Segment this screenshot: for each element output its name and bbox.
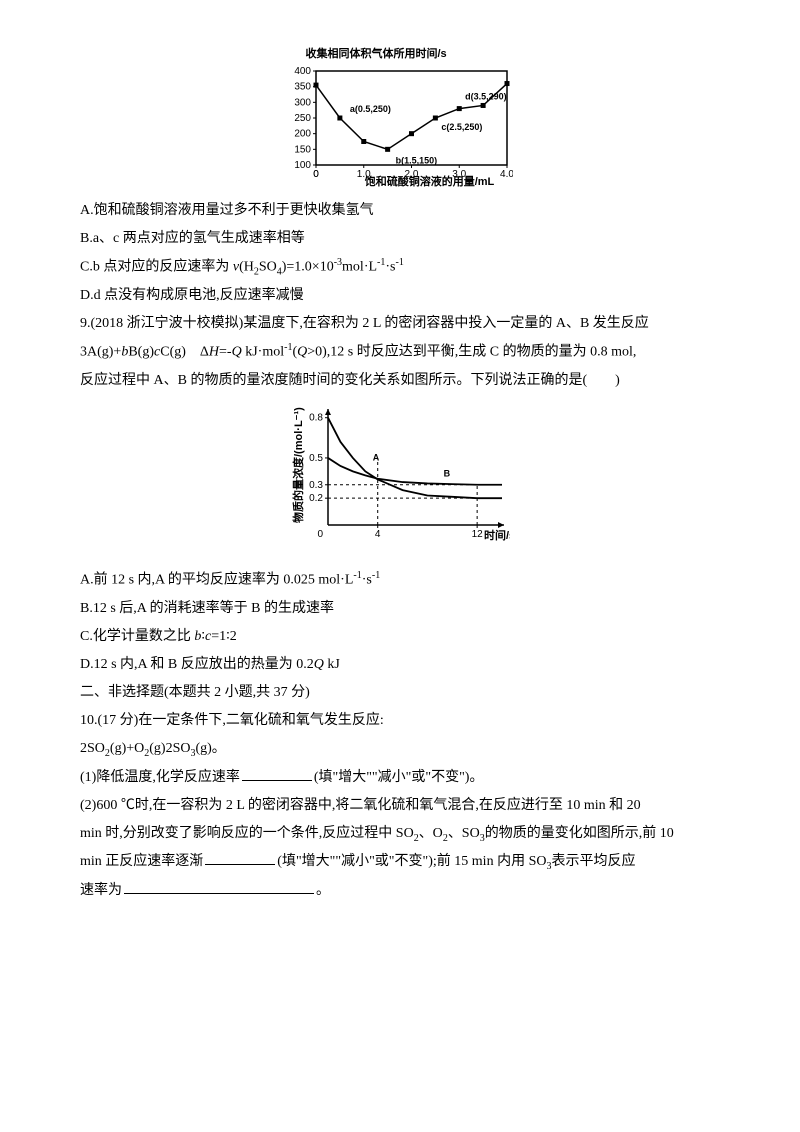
- q10-p2b-a: min 时,分别改变了影响反应的一个条件,反应过程中 SO: [80, 826, 414, 841]
- q9-l2-l: >0),12 s 时反应达到平衡,生成 C 的物质的量为 0.8 mol,: [307, 345, 636, 360]
- svg-text:0: 0: [317, 529, 323, 540]
- opt2-d-q: Q: [314, 657, 324, 672]
- opt2-d-pre: D.12 s 内,A 和 B 反应放出的热量为 0.2: [80, 657, 314, 672]
- q10-p2d-a: 速率为: [80, 883, 122, 898]
- opt2-b: B.12 s 后,A 的消耗速率等于 B 的生成速率: [80, 595, 720, 623]
- opt2-a-pre: A.前 12 s 内,A 的平均反应速率为 0.025 mol·L: [80, 573, 353, 588]
- q10-p2b-c: 、SO: [448, 826, 480, 841]
- q9-l2-c: B(g): [128, 345, 154, 360]
- svg-text:250: 250: [294, 113, 311, 124]
- q10-p2c-a: min 正反应速率逐渐: [80, 854, 203, 869]
- svg-text:4: 4: [375, 529, 381, 540]
- q9-l2-f: H: [209, 345, 219, 360]
- svg-text:0: 0: [313, 169, 319, 180]
- opt-c-s: ·s: [385, 260, 395, 275]
- opt-d: D.d 点没有构成原电池,反应速率减慢: [80, 282, 720, 310]
- q10-p2a: (2)600 ℃时,在一容积为 2 L 的密闭容器中,将二氧化硫和氧气混合,在反…: [80, 792, 720, 820]
- q10-p2d-b: 。: [316, 883, 330, 898]
- q10-p2b-d: 的物质的量变化如图所示,前 10: [485, 826, 674, 841]
- q10-eq: 2SO2(g)+O2(g)2SO3(g)。: [80, 735, 720, 764]
- blank-1[interactable]: [242, 766, 312, 781]
- svg-text:0.2: 0.2: [309, 493, 323, 504]
- q10-p2b-b: 、O: [419, 826, 443, 841]
- opt2-c-post: =1∶2: [211, 629, 237, 644]
- q10-p2d: 速率为 。: [80, 877, 720, 905]
- svg-text:0.8: 0.8: [309, 413, 323, 424]
- q10-p2c-b: (填"增大""减小"或"不变");前 15 min 内用 SO: [277, 854, 546, 869]
- opt-c-eq: )=1.0×10: [282, 260, 334, 275]
- opt2-c-pre: C.化学计量数之比: [80, 629, 194, 644]
- svg-text:12: 12: [472, 529, 484, 540]
- q10-p1-b: (填"增大""减小"或"不变")。: [314, 770, 484, 785]
- svg-text:0.5: 0.5: [309, 453, 323, 464]
- opt2-a-mid: ·s: [362, 573, 372, 588]
- q9-line2: 3A(g)+bB(g)cC(g) ΔH=-Q kJ·mol-1(Q>0),12 …: [80, 338, 720, 367]
- svg-text:时间/s: 时间/s: [484, 528, 510, 542]
- opt-c-unit: mol·L: [342, 260, 377, 275]
- opt2-d: D.12 s 内,A 和 B 反应放出的热量为 0.2Q kJ: [80, 651, 720, 679]
- opt-c-pre: C.b 点对应的反应速率为: [80, 260, 233, 275]
- svg-text:350: 350: [294, 82, 311, 93]
- svg-text:150: 150: [294, 144, 311, 155]
- opt2-a: A.前 12 s 内,A 的平均反应速率为 0.025 mol·L-1·s-1: [80, 566, 720, 595]
- svg-text:饱和硫酸铜溶液的用量/mL: 饱和硫酸铜溶液的用量/mL: [364, 174, 494, 187]
- blank-2[interactable]: [205, 850, 275, 865]
- chart-1: 收集相同体积气体所用时间/s 10015020025030035040001.0…: [80, 40, 720, 187]
- opt2-c: C.化学计量数之比 b∶c=1∶2: [80, 623, 720, 651]
- opt-b: B.a、c 两点对应的氢气生成速率相等: [80, 225, 720, 253]
- q10-p1-a: (1)降低温度,化学反应速率: [80, 770, 240, 785]
- svg-text:400: 400: [294, 67, 311, 77]
- chart-1-svg: 10015020025030035040001.02.03.04.00a(0.5…: [288, 67, 513, 187]
- section-2: 二、非选择题(本题共 2 小题,共 37 分): [80, 679, 720, 707]
- svg-text:0.3: 0.3: [309, 480, 323, 491]
- chart-1-title: 收集相同体积气体所用时间/s: [288, 43, 513, 65]
- svg-text:d(3.5,290): d(3.5,290): [465, 91, 507, 101]
- q9-l2-g: =-: [219, 345, 232, 360]
- svg-text:c(2.5,250): c(2.5,250): [441, 122, 482, 132]
- q9-l2-a: 3A(g)+: [80, 345, 121, 360]
- opt2-d-post: kJ: [324, 657, 340, 672]
- blank-3[interactable]: [124, 879, 314, 894]
- q9-l2-i: kJ·mol: [242, 345, 284, 360]
- svg-text:A: A: [373, 453, 380, 463]
- q9-line1: 9.(2018 浙江宁波十校模拟)某温度下,在容积为 2 L 的密闭容器中投入一…: [80, 310, 720, 338]
- chart-2-svg: 0.2 0.3 0.5 0.8 0 4 12 A B 时间/s 物质的量浓度/(mol·L⁻¹): [290, 405, 510, 545]
- svg-text:300: 300: [294, 97, 311, 108]
- opt-c: C.b 点对应的反应速率为 v(H2SO4)=1.0×10-3mol·L-1·s…: [80, 253, 720, 282]
- q10-p2c-c: 表示平均反应: [551, 854, 635, 869]
- svg-text:200: 200: [294, 129, 311, 140]
- chart-2: 0.2 0.3 0.5 0.8 0 4 12 A B 时间/s 物质的量浓度/(mol·L⁻¹): [80, 405, 720, 556]
- opt-a: A.饱和硫酸铜溶液用量过多不利于更快收集氢气: [80, 197, 720, 225]
- svg-text:4.0: 4.0: [500, 169, 513, 180]
- q10-eq-b: (g)+O: [110, 741, 144, 756]
- svg-text:B: B: [444, 469, 451, 479]
- opt-c-so4: SO: [259, 260, 277, 275]
- svg-text:100: 100: [294, 160, 311, 171]
- svg-text:b(1.5,150): b(1.5,150): [395, 155, 437, 165]
- q10-p2c: min 正反应速率逐渐 (填"增大""减小"或"不变");前 15 min 内用 …: [80, 848, 720, 877]
- q9-l2-k: Q: [297, 345, 307, 360]
- opt-c-in: (H: [239, 260, 254, 275]
- q10-stem: 10.(17 分)在一定条件下,二氧化硫和氧气发生反应:: [80, 707, 720, 735]
- svg-text:a(0.5,250): a(0.5,250): [349, 104, 390, 114]
- q10-eq-a: 2SO: [80, 741, 105, 756]
- q10-p2b: min 时,分别改变了影响反应的一个条件,反应过程中 SO2、O2、SO3的物质…: [80, 820, 720, 849]
- q10-eq-d: (g)。: [195, 741, 225, 756]
- q9-l2-h: Q: [232, 345, 242, 360]
- svg-text:物质的量浓度/(mol·L⁻¹): 物质的量浓度/(mol·L⁻¹): [291, 407, 305, 523]
- q10-p1: (1)降低温度,化学反应速率 (填"增大""减小"或"不变")。: [80, 764, 720, 792]
- q9-line3: 反应过程中 A、B 的物质的量浓度随时间的变化关系如图所示。下列说法正确的是( …: [80, 367, 720, 395]
- q9-l2-e: C(g) Δ: [160, 345, 209, 360]
- q10-eq-c: (g)2SO: [149, 741, 190, 756]
